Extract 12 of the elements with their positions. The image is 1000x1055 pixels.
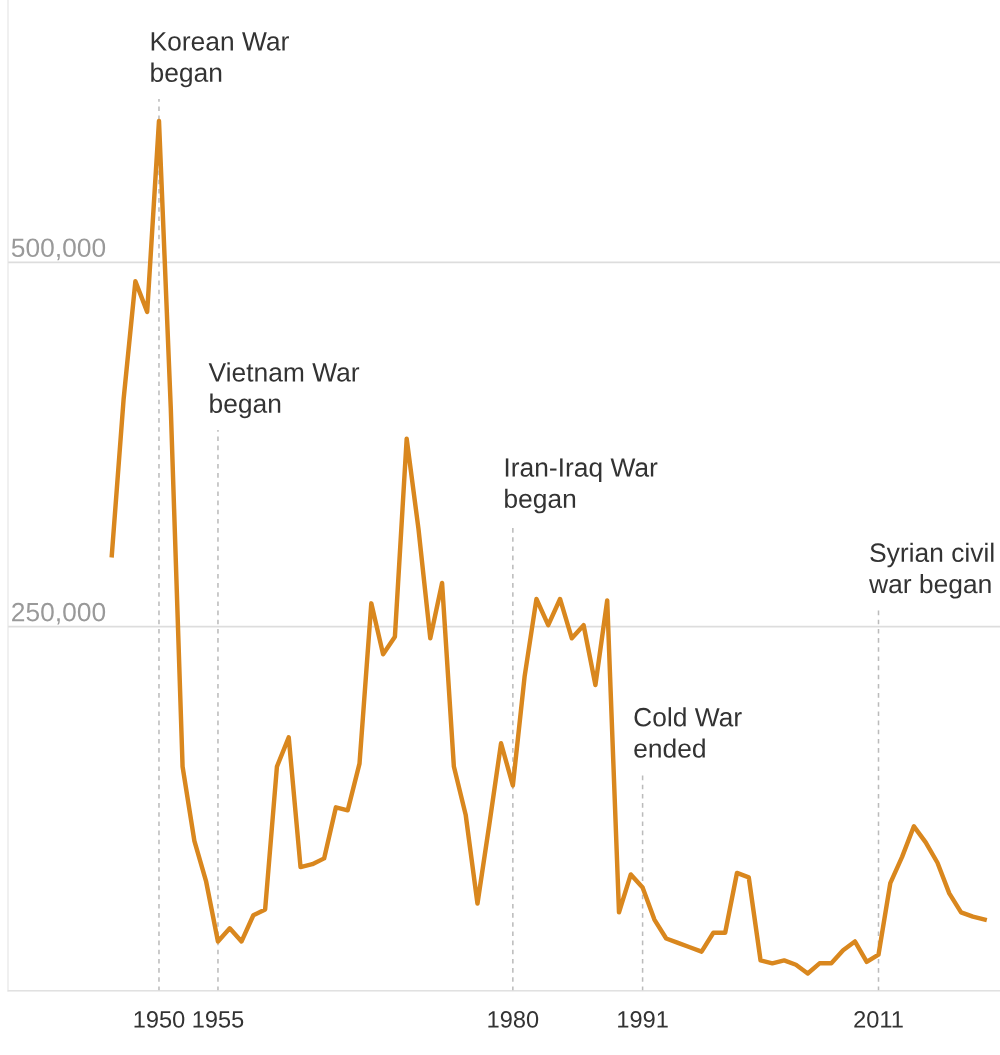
ref-line-label: Syrian civil war began	[869, 542, 994, 599]
x-tick-label: 1991	[618, 1011, 668, 1028]
y-tick-label: 250,000	[12, 602, 106, 625]
x-tick-label: 1980	[488, 1011, 539, 1028]
ref-line-label: Vietnam War began	[208, 362, 360, 419]
ref-line-label: Korean War began	[151, 32, 289, 88]
ref-line-label: Iran-Iraq War began	[505, 458, 658, 514]
x-tick-label: 1950	[134, 1011, 185, 1028]
y-tick-label: 500,000	[11, 238, 106, 261]
x-tick-label: 2011	[854, 1011, 903, 1028]
ref-line-label: Cold War ended	[634, 707, 742, 758]
x-tick-label: 1955	[193, 1011, 244, 1028]
